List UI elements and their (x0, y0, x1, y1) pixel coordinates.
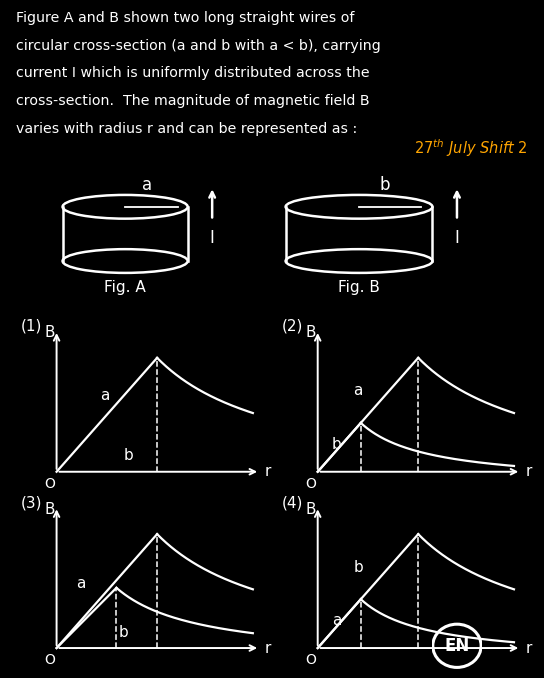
Text: I: I (210, 228, 214, 247)
Text: b: b (119, 624, 128, 639)
Text: I: I (455, 228, 459, 247)
Text: $\mathit{27^{th}}$$\mathit{\ July\ Shift\ 2}$: $\mathit{27^{th}}$$\mathit{\ July\ Shift… (415, 137, 528, 159)
Text: r: r (526, 641, 533, 656)
Text: a: a (76, 576, 85, 591)
Text: O: O (44, 477, 55, 491)
Text: cross-section.  The magnitude of magnetic field B: cross-section. The magnitude of magnetic… (16, 94, 370, 108)
Text: O: O (305, 477, 316, 491)
Text: a: a (142, 176, 152, 194)
Text: (1): (1) (21, 319, 42, 334)
Text: O: O (44, 653, 55, 667)
Text: b: b (354, 559, 363, 574)
Text: b: b (332, 437, 342, 452)
Text: B: B (305, 502, 316, 517)
Text: Fig. B: Fig. B (338, 279, 380, 295)
Text: Fig. A: Fig. A (104, 279, 146, 295)
Text: a: a (332, 614, 342, 629)
Text: B: B (44, 502, 54, 517)
Text: (3): (3) (21, 495, 42, 510)
Text: varies with radius r and can be represented as :: varies with radius r and can be represen… (16, 121, 357, 136)
Text: B: B (305, 325, 316, 340)
Text: a: a (354, 383, 363, 398)
Text: circular cross-section (a and b with a < b), carrying: circular cross-section (a and b with a <… (16, 39, 381, 53)
Text: r: r (265, 464, 271, 479)
Text: a: a (100, 388, 109, 403)
Text: r: r (526, 464, 533, 479)
Text: r: r (265, 641, 271, 656)
Text: B: B (44, 325, 54, 340)
Text: O: O (305, 653, 316, 667)
Text: (2): (2) (282, 319, 303, 334)
Text: b: b (123, 448, 133, 463)
Text: Figure A and B shown two long straight wires of: Figure A and B shown two long straight w… (16, 12, 355, 25)
Text: b: b (380, 176, 390, 194)
Text: (4): (4) (282, 495, 303, 510)
Text: EN: EN (444, 637, 469, 655)
Text: current I which is uniformly distributed across the: current I which is uniformly distributed… (16, 66, 370, 81)
